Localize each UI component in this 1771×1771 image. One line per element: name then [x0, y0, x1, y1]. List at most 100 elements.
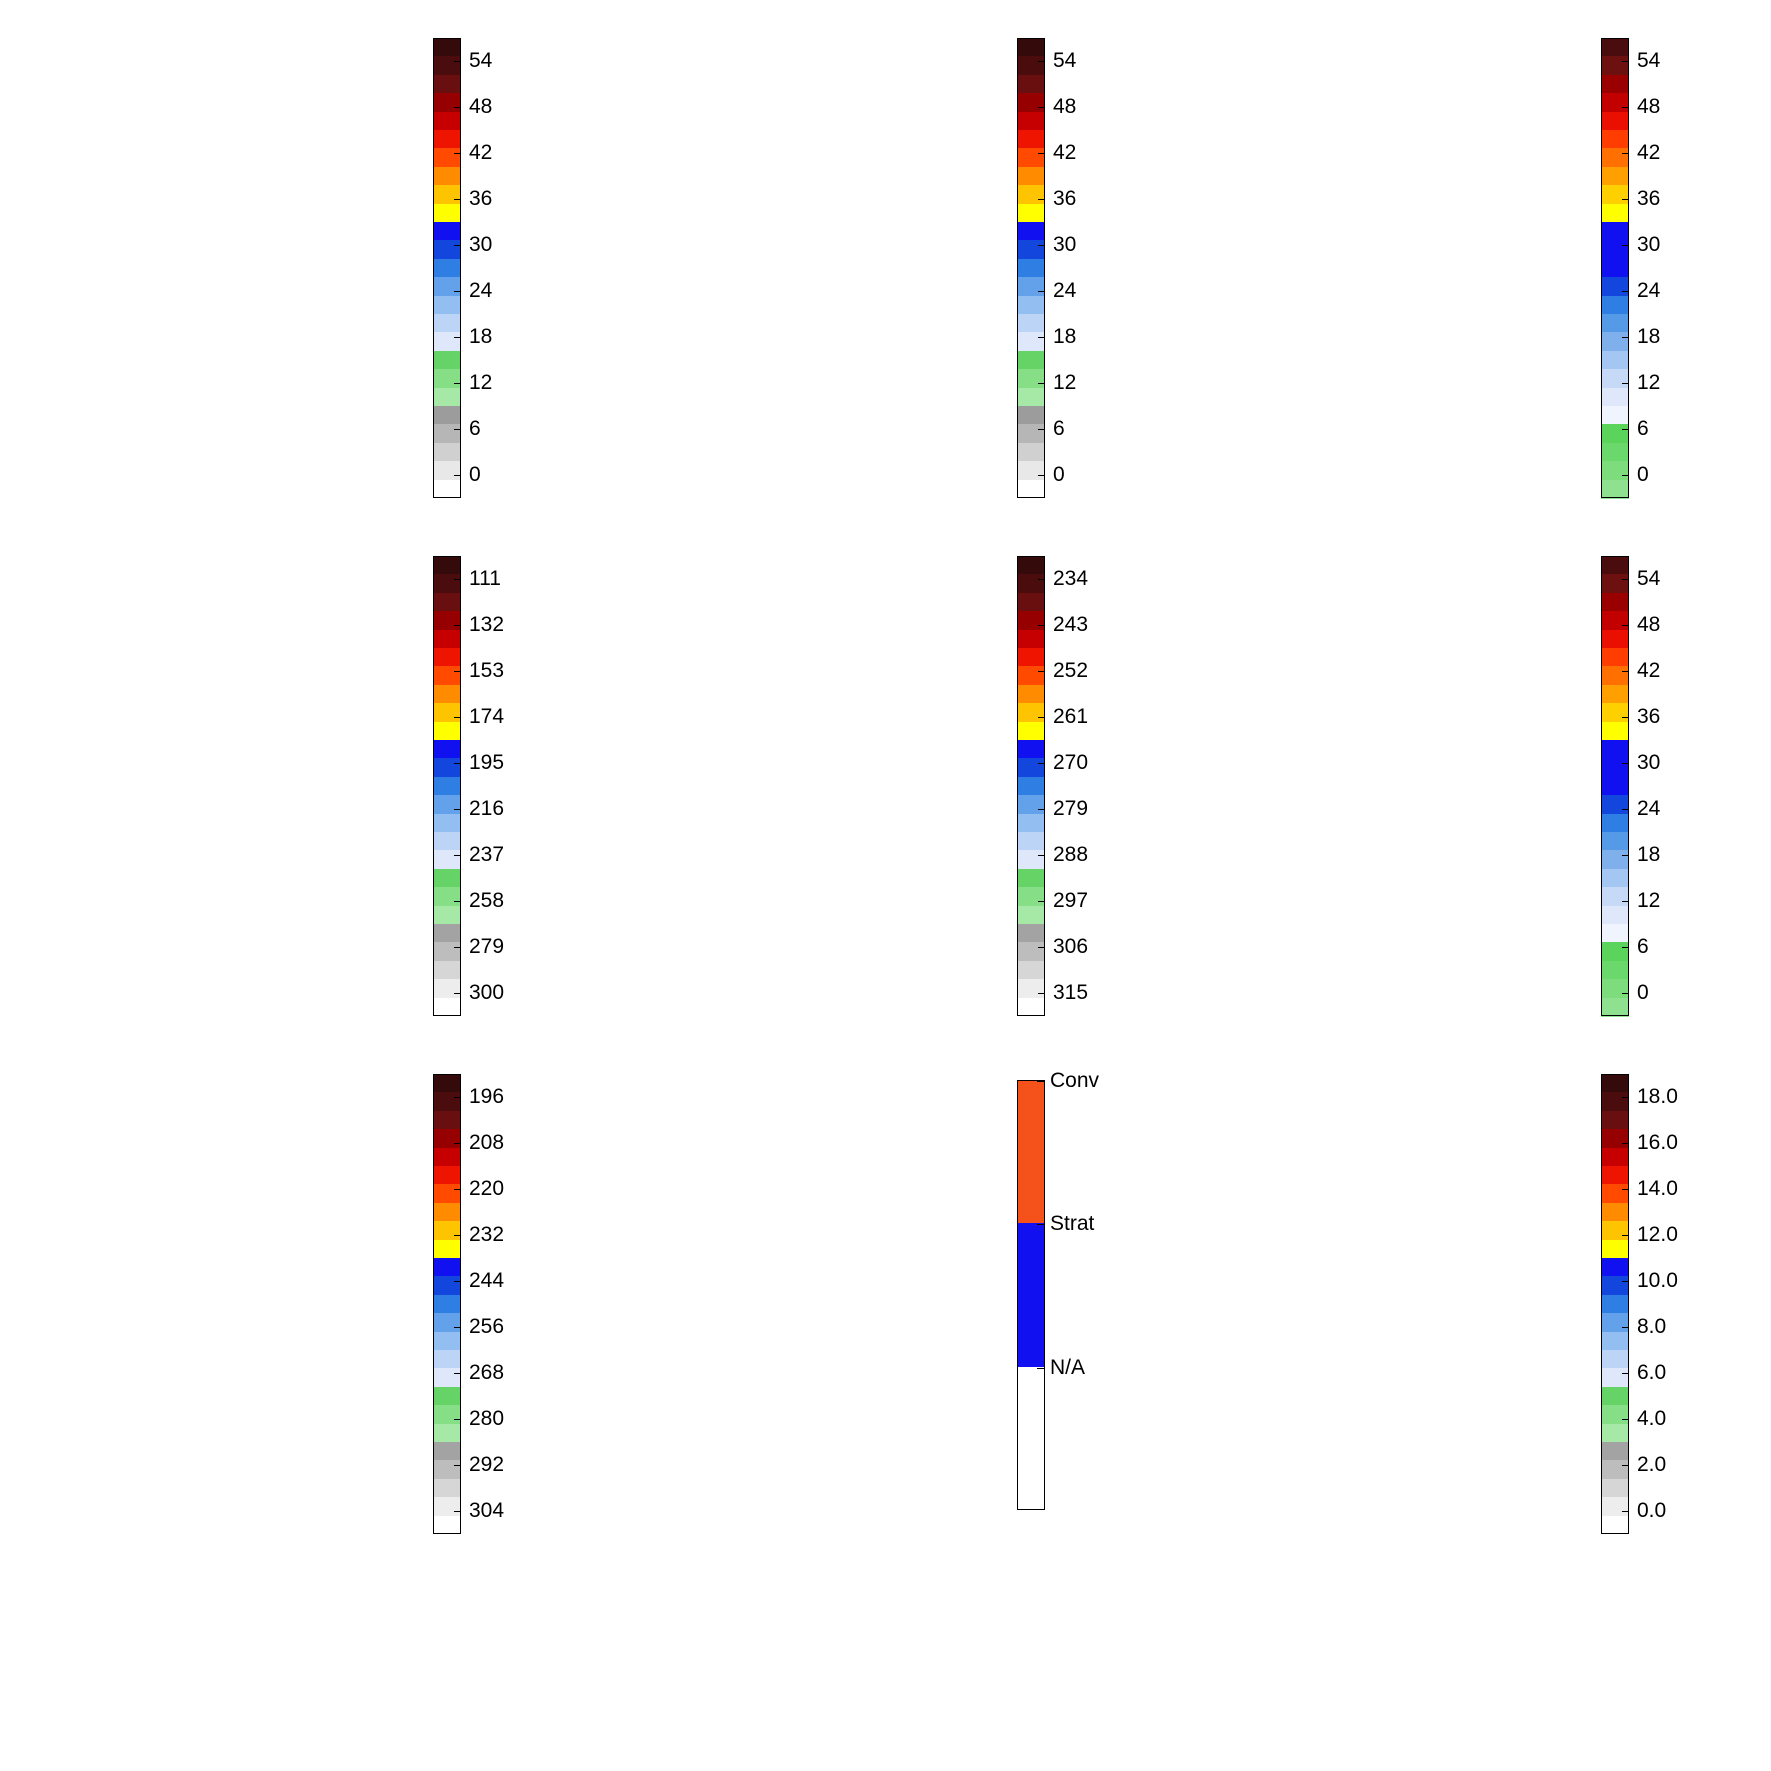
colorbar-segment — [433, 1202, 461, 1222]
colorbar-tick-mark — [1622, 1419, 1629, 1420]
colorbar-segment — [433, 1110, 461, 1130]
colorbar-tick-label-c-8: 6 — [1637, 417, 1649, 440]
colorbar-tick-mark — [454, 1235, 461, 1236]
colorbar-tick-label-h-1: Strat — [1050, 1212, 1095, 1236]
colorbar-tick-mark — [454, 1373, 461, 1374]
colorbar-tick-label-i-3: 12.0 — [1637, 1223, 1678, 1246]
colorbar-f: 54 48 42 36 30 24 18 12 6 0 — [1601, 556, 1660, 1017]
colorbar-segment — [1017, 868, 1045, 888]
colorbar-segment — [433, 314, 461, 333]
colorbar-tick-label-c-4: 30 — [1637, 233, 1661, 256]
colorbar-d: 111 132 153 174 195 216 237 258 279 300 — [433, 556, 504, 1017]
colorbar-segment — [433, 258, 461, 278]
colorbar-tick-mark — [454, 153, 461, 154]
colorbar-tick-label-i-7: 4.0 — [1637, 1407, 1667, 1430]
colorbar-tick-mark — [1622, 717, 1629, 718]
colorbar-segment — [1601, 1331, 1629, 1351]
colorbar-segment — [1601, 258, 1629, 278]
colorbar-segment — [433, 1294, 461, 1314]
colorbar-segment — [1601, 1074, 1629, 1093]
colorbar-tick-mark — [1622, 245, 1629, 246]
colorbar-g: 196 208 220 232 244 256 268 280 292 304 — [433, 1074, 504, 1535]
colorbar-tick-mark — [1038, 809, 1045, 810]
colorbar-tick-label-d-0: 111 — [469, 567, 501, 590]
colorbar-tick-mark — [1622, 763, 1629, 764]
colorbar-frame-e — [1017, 556, 1045, 1016]
colorbar-tick-label-h-2: N/A — [1050, 1355, 1086, 1379]
colorbar-segment — [433, 203, 461, 223]
colorbar-tick-label-g-3: 232 — [469, 1223, 505, 1246]
colorbar-tick-label-i-6: 6.0 — [1637, 1361, 1667, 1384]
colorbar-tick-label-d-4: 195 — [469, 751, 505, 774]
colorbar-tick-label-g-2: 220 — [469, 1177, 505, 1200]
colorbar-segment — [1017, 592, 1045, 612]
colorbar-tick-mark — [1038, 291, 1045, 292]
colorbar-segment — [1601, 111, 1629, 131]
colorbar-tick-mark — [1622, 475, 1629, 476]
colorbar-segment — [433, 960, 461, 980]
colorbar-segment — [1017, 648, 1045, 667]
colorbar-segment — [1601, 997, 1629, 1017]
colorbar-tick-mark — [454, 107, 461, 108]
colorbar-segment — [1601, 222, 1629, 241]
colorbar-tick-mark — [1622, 1189, 1629, 1190]
colorbar-segment — [1601, 960, 1629, 980]
colorbar-tick-mark — [1037, 1367, 1044, 1369]
colorbar-tick-mark — [454, 337, 461, 338]
colorbar-tick-mark — [1622, 61, 1629, 62]
colorbar-tick-mark — [454, 383, 461, 384]
colorbar-segment — [1017, 406, 1045, 425]
colorbar-tick-label-e-5: 279 — [1053, 797, 1089, 820]
colorbar-segment — [1017, 111, 1045, 131]
colorbar-tick-mark — [1622, 153, 1629, 154]
colorbar-tick-mark — [1038, 61, 1045, 62]
colorbar-frame-a — [433, 38, 461, 498]
colorbar-tick-label-g-7: 280 — [469, 1407, 505, 1430]
colorbar-tick-label-f-3: 36 — [1637, 705, 1661, 728]
colorbar-tick-label-g-0: 196 — [469, 1085, 505, 1108]
colorbar-tick-mark — [1038, 993, 1045, 994]
colorbar-tick-label-c-7: 12 — [1637, 371, 1661, 394]
colorbar-segment — [1601, 1294, 1629, 1314]
colorbar-segment — [433, 776, 461, 796]
colorbar-segment — [1601, 924, 1629, 943]
colorbar-segment — [433, 295, 461, 315]
colorbar-segment — [1601, 295, 1629, 315]
colorbar-e: 234 243 252 261 270 279 288 297 306 315 — [1017, 556, 1088, 1017]
colorbar-segment — [433, 406, 461, 425]
colorbar-tick-label-g-5: 256 — [469, 1315, 505, 1338]
colorbar-frame-g — [433, 1074, 461, 1534]
colorbar-segment — [1017, 350, 1045, 370]
colorbar-tick-label-f-2: 42 — [1637, 659, 1661, 682]
colorbar-tick-label-f-6: 18 — [1637, 843, 1661, 866]
colorbar-tick-mark — [454, 855, 461, 856]
colorbar-tick-label-d-6: 237 — [469, 843, 505, 866]
colorbar-tick-label-e-1: 243 — [1053, 613, 1089, 636]
colorbar-segment — [1017, 776, 1045, 796]
colorbar-segment — [1601, 442, 1629, 462]
colorbar-segment-conv — [1017, 1080, 1045, 1224]
colorbar-segment — [433, 556, 461, 575]
colorbar-tick-label-c-0: 54 — [1637, 49, 1661, 72]
colorbar-tick-label-b-9: 0 — [1053, 463, 1065, 486]
colorbar-tick-label-a-3: 36 — [469, 187, 493, 210]
colorbar-segment — [1017, 960, 1045, 980]
colorbar-tick-mark — [454, 1327, 461, 1328]
colorbar-tick-label-a-1: 48 — [469, 95, 493, 118]
colorbar-segment — [1601, 387, 1629, 407]
colorbar-tick-mark — [454, 809, 461, 810]
colorbar-segment — [1601, 648, 1629, 667]
colorbar-segment — [433, 1258, 461, 1277]
colorbar-tick-mark — [1038, 947, 1045, 948]
colorbar-tick-mark — [454, 429, 461, 430]
colorbar-h: Conv Strat N/A — [1017, 1069, 1099, 1510]
colorbar-segment — [433, 74, 461, 94]
colorbar-tick-label-a-4: 30 — [469, 233, 493, 256]
colorbar-c: 54 48 42 36 30 24 18 12 6 0 — [1601, 38, 1660, 499]
colorbar-segment — [1017, 997, 1045, 1017]
colorbar-tick-mark — [1622, 947, 1629, 948]
colorbar-segment — [1017, 387, 1045, 407]
colorbar-tick-label-g-1: 208 — [469, 1131, 505, 1154]
colorbar-tick-label-b-3: 36 — [1053, 187, 1077, 210]
